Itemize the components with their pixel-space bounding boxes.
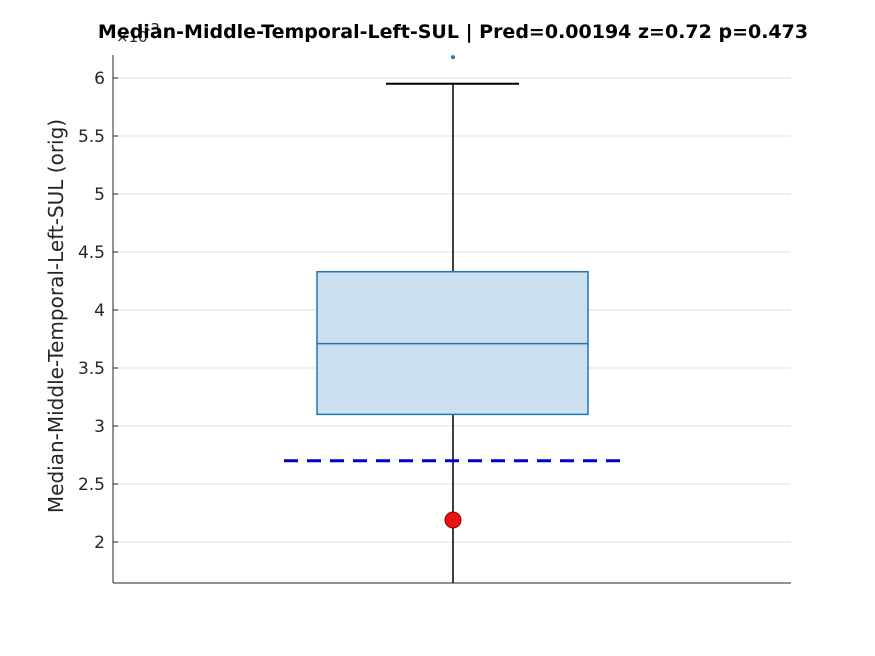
y-tick-label: 2 <box>94 533 105 553</box>
box-plot-marks <box>284 55 622 583</box>
y-tick-label: 3.5 <box>78 359 105 379</box>
y-tick-label: 4 <box>94 301 105 321</box>
y-exponent-base: ×10 <box>116 28 148 46</box>
y-tick-label: 2.5 <box>78 475 105 495</box>
chart-title: Median-Middle-Temporal-Left-SUL | Pred=0… <box>98 21 808 43</box>
y-axis-label: Median-Middle-Temporal-Left-SUL (orig) <box>44 119 68 513</box>
y-exponent-power: -3 <box>145 20 160 38</box>
y-tick-label: 6 <box>94 69 105 89</box>
outlier-point <box>451 55 455 60</box>
y-tick-label: 5 <box>94 185 105 205</box>
prediction-point <box>444 511 462 529</box>
axes <box>112 55 791 584</box>
y-tick-label: 4.5 <box>78 243 105 263</box>
y-tick-label: 3 <box>94 417 105 437</box>
y-ticks: 2 2.5 3 3.5 4 4.5 5 5.5 6 <box>78 69 118 553</box>
y-tick-label: 5.5 <box>78 127 105 147</box>
